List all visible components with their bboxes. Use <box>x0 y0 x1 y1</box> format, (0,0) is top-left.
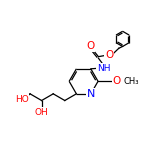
Text: O: O <box>86 41 95 51</box>
Text: HO: HO <box>15 95 29 104</box>
Text: OH: OH <box>35 108 48 117</box>
Text: N: N <box>87 89 95 99</box>
Text: O: O <box>105 50 114 60</box>
Text: NH: NH <box>97 64 111 73</box>
Text: CH₃: CH₃ <box>123 77 139 86</box>
Text: O: O <box>113 76 121 86</box>
